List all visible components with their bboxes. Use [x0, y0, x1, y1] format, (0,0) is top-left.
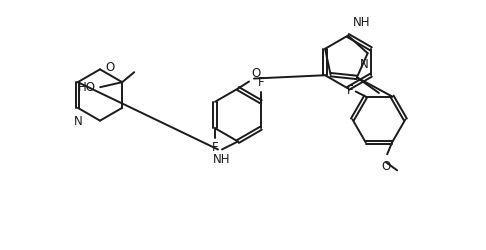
- Text: F: F: [212, 141, 218, 154]
- Text: O: O: [105, 61, 114, 74]
- Text: F: F: [347, 84, 354, 97]
- Text: NH: NH: [213, 154, 231, 166]
- Text: HO: HO: [78, 81, 96, 94]
- Text: O: O: [251, 66, 260, 80]
- Text: O: O: [382, 160, 391, 173]
- Text: F: F: [258, 76, 264, 89]
- Text: N: N: [73, 115, 82, 128]
- Text: N: N: [360, 58, 369, 71]
- Text: NH: NH: [353, 16, 370, 28]
